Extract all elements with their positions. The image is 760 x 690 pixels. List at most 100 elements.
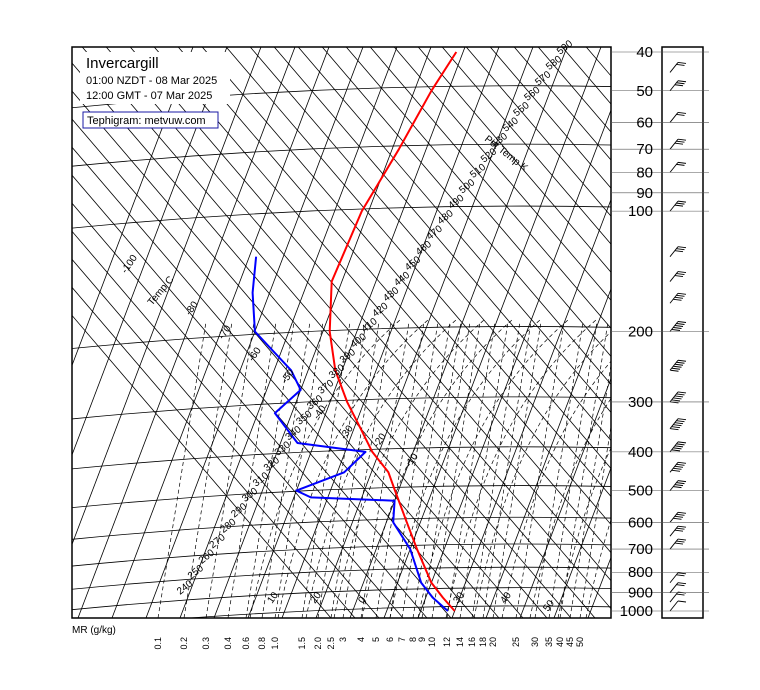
wind-barb-feather bbox=[677, 418, 687, 421]
wind-barb-feather bbox=[674, 363, 684, 366]
wind-barb bbox=[669, 111, 687, 123]
pressure-label: 1000 bbox=[620, 603, 653, 620]
credit-box[interactable] bbox=[82, 111, 219, 129]
mixing-ratio-line bbox=[459, 321, 509, 618]
isobar-line bbox=[72, 396, 611, 420]
wind-barb-staff bbox=[669, 292, 679, 304]
credit-link[interactable]: Tephigram: metvuw.com bbox=[87, 115, 206, 127]
saturated-adiabat bbox=[389, 319, 541, 618]
wind-barb bbox=[669, 461, 687, 473]
isobar-line bbox=[72, 143, 611, 167]
wind-barb-staff bbox=[669, 80, 679, 92]
isotherm-line bbox=[315, 47, 534, 618]
station-title: Invercargill bbox=[86, 55, 159, 72]
isotherm-label: -60 bbox=[246, 345, 264, 364]
wind-barb-feather bbox=[677, 572, 687, 575]
wind-barb-feather bbox=[674, 542, 684, 545]
wind-barb bbox=[669, 321, 687, 332]
wind-barb-feather bbox=[671, 329, 681, 331]
mixing-ratio-label: 14 bbox=[455, 637, 465, 647]
wind-barb bbox=[669, 480, 687, 491]
mixing-ratio-line bbox=[471, 321, 521, 618]
plot-frame bbox=[71, 46, 612, 619]
wind-barb bbox=[669, 511, 687, 523]
wind-barb-feather bbox=[677, 271, 687, 273]
mixing-ratio-label: 1.5 bbox=[297, 637, 307, 650]
dry-adiabat-line bbox=[249, 47, 611, 470]
mixing-ratio-label: 4 bbox=[356, 637, 366, 642]
saturated-adiabat bbox=[417, 319, 569, 618]
pressure-label: 800 bbox=[628, 564, 653, 581]
dry-adiabat-line bbox=[225, 47, 611, 498]
wind-barb-feather bbox=[676, 202, 685, 205]
wind-barb-feather bbox=[674, 204, 684, 207]
wind-barb-feather bbox=[677, 161, 687, 164]
wind-barb-feather bbox=[676, 248, 685, 251]
mixing-ratio-label: 45 bbox=[565, 637, 575, 647]
wind-barb-staff bbox=[669, 591, 679, 603]
wind-barb bbox=[669, 161, 687, 173]
mixing-ratio-label: 0.8 bbox=[257, 637, 267, 650]
mixing-ratio-line bbox=[274, 321, 324, 618]
wind-barb-feather bbox=[674, 250, 684, 253]
wind-barb-feather bbox=[673, 298, 682, 301]
wind-barb-feather bbox=[677, 200, 687, 203]
dry-adiabat-line bbox=[720, 7, 760, 690]
mixing-ratio-label: 9 bbox=[417, 637, 427, 642]
wind-barb-feather bbox=[676, 540, 685, 543]
wind-barb bbox=[669, 572, 687, 584]
wind-barb bbox=[669, 80, 687, 92]
mixing-ratio-line bbox=[421, 321, 471, 618]
wind-barb-feather bbox=[673, 424, 682, 427]
isotherm-line bbox=[77, 47, 296, 618]
dry-adiabat-line bbox=[72, 146, 476, 618]
wind-barb-feather bbox=[671, 399, 681, 402]
wind-barb-staff bbox=[669, 62, 679, 73]
wind-barb bbox=[669, 582, 687, 593]
wind-barb-feather bbox=[676, 463, 685, 466]
mixing-ratio-label: 2.5 bbox=[326, 637, 336, 650]
wind-barb bbox=[669, 292, 687, 304]
dry-adiabat-line bbox=[744, 7, 760, 690]
wind-barb-feather bbox=[673, 397, 682, 400]
isotherm-line bbox=[587, 556, 611, 618]
wind-barb-feather bbox=[677, 511, 687, 514]
dry-adiabat-line bbox=[72, 118, 500, 618]
wind-barb-staff bbox=[669, 200, 679, 212]
isotherm-label: 10 bbox=[265, 590, 281, 606]
pressure-label: 700 bbox=[628, 541, 653, 558]
isotherm-line bbox=[111, 47, 330, 618]
dry-adiabat-line bbox=[201, 47, 611, 526]
wind-barb-feather bbox=[674, 529, 684, 532]
wind-barb-feather bbox=[676, 163, 685, 166]
wind-barb-feather bbox=[676, 584, 685, 587]
wind-barb-staff bbox=[669, 112, 679, 123]
dry-adiabat-line bbox=[441, 47, 611, 245]
mixing-ratio-line bbox=[389, 321, 439, 618]
mixing-ratio-axis: 0.1 0.2 0.3 0.4 0.6 0.8 1.0 1.5 2.0 2.5 3 4 5 6 7 8 9 10 1… bbox=[153, 637, 585, 650]
mixing-ratio-line bbox=[330, 321, 380, 618]
isotherm-line bbox=[247, 47, 466, 618]
wind-barb-feather bbox=[676, 323, 685, 325]
dry-adiabat-line bbox=[417, 47, 611, 273]
isotherm-line bbox=[72, 47, 194, 367]
isobar-line bbox=[72, 326, 611, 349]
isotherm-line bbox=[72, 47, 262, 546]
wind-barb-feather bbox=[677, 292, 687, 295]
mixing-ratio-line bbox=[482, 321, 532, 618]
wind-barb-feather bbox=[677, 62, 687, 64]
saturated-adiabat bbox=[249, 319, 401, 618]
saturated-adiabat bbox=[445, 319, 597, 618]
dry-adiabat-line bbox=[72, 230, 404, 618]
wind-barb-feather bbox=[676, 393, 685, 396]
mixing-ratio-label: 50 bbox=[575, 637, 585, 647]
wind-barb-feather bbox=[671, 426, 681, 429]
mixing-ratio-line bbox=[401, 321, 451, 618]
pressure-label: 500 bbox=[628, 483, 653, 500]
dry-adiabat-line bbox=[321, 47, 611, 385]
dry-adiabat-line bbox=[537, 47, 611, 133]
wind-barb-feather bbox=[673, 467, 682, 470]
pressure-label: 50 bbox=[636, 83, 653, 100]
wind-barb-feather bbox=[676, 294, 685, 297]
